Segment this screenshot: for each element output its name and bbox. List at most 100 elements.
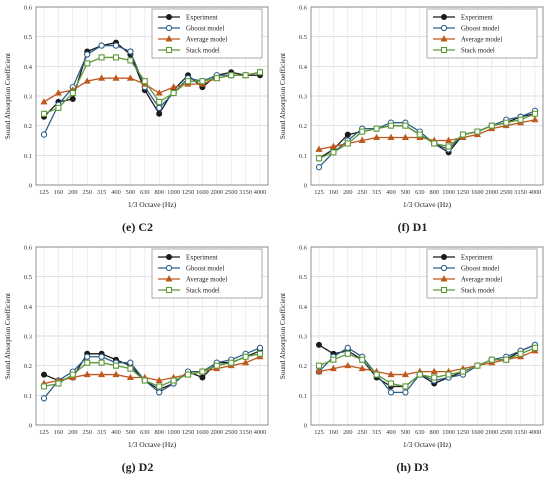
series-line [43, 353, 261, 388]
data-point [228, 359, 235, 366]
y-tick-label: 0.5 [24, 274, 32, 281]
data-point [112, 370, 120, 378]
data-point [55, 104, 62, 111]
legend-marker [440, 264, 448, 272]
data-point [431, 140, 438, 147]
y-tick-label: 0 [29, 423, 32, 430]
data-point [199, 368, 206, 375]
x-tick-label: 400 [111, 189, 120, 196]
data-point [402, 383, 409, 390]
data-point [155, 376, 163, 383]
data-point [156, 110, 163, 117]
chart-panel-d1: 0 0.1 0.2 0.3 0.4 0.5 0.6 125 160 200 250 315 400 500… [275, 0, 550, 239]
series-line [318, 110, 536, 168]
x-tick-label: 630 [415, 429, 424, 436]
legend-marker [440, 13, 447, 20]
legend-marker [165, 275, 173, 282]
x-tick-label: 630 [140, 429, 149, 436]
y-tick-label: 0.4 [24, 64, 33, 71]
x-tick-label: 125 [314, 189, 323, 196]
x-tick-label: 2500 [225, 189, 238, 196]
data-point [387, 380, 395, 387]
data-point [488, 356, 495, 363]
data-point [156, 104, 163, 112]
y-axis-label: Sound Absorption Coefficient [279, 53, 287, 139]
y-tick-label: 0 [29, 183, 32, 190]
legend-label: Average model [186, 37, 227, 44]
x-tick-label: 1000 [442, 189, 455, 196]
x-tick-label: 4000 [254, 429, 267, 436]
data-point [315, 362, 323, 369]
y-tick-label: 0.2 [24, 123, 32, 130]
data-point [401, 370, 409, 378]
data-point [213, 362, 220, 369]
data-point [55, 380, 62, 387]
x-tick-label: 250 [82, 429, 91, 436]
data-point [373, 125, 380, 132]
data-point [416, 131, 423, 138]
x-tick-label: 500 [401, 429, 410, 436]
data-point [156, 389, 163, 396]
x-tick-label: 125 [314, 429, 323, 436]
data-point [40, 98, 48, 105]
x-tick-label: 3150 [239, 189, 252, 196]
data-point [316, 341, 323, 348]
legend-marker [440, 286, 448, 294]
data-point [83, 77, 91, 84]
x-tick-label: 800 [429, 429, 438, 436]
chart-caption: (g) D2 [121, 460, 154, 474]
data-point [84, 359, 91, 366]
data-point [69, 371, 76, 378]
data-point [242, 358, 250, 366]
data-point [344, 361, 352, 369]
x-tick-label: 630 [140, 189, 149, 196]
x-tick-label: 400 [386, 189, 395, 196]
data-point [184, 371, 192, 378]
series-line [318, 119, 536, 151]
legend-label: Experiment [186, 15, 218, 22]
data-point [199, 78, 206, 85]
data-point [126, 373, 134, 381]
y-tick-label: 0.6 [299, 5, 308, 12]
legend-marker [440, 35, 448, 42]
x-tick-label: 800 [429, 189, 438, 196]
plot-frame [310, 6, 544, 186]
y-tick-label: 0.6 [299, 245, 308, 252]
x-tick-label: 800 [154, 429, 163, 436]
x-tick-label: 200 [343, 189, 352, 196]
series-line [43, 44, 261, 135]
data-point [84, 51, 91, 58]
data-point [358, 136, 366, 143]
x-tick-label: 1600 [196, 189, 209, 196]
data-point [330, 356, 337, 363]
data-point [155, 89, 163, 96]
x-tick-label: 1000 [167, 429, 180, 436]
x-tick-label: 250 [357, 429, 366, 436]
data-point [112, 54, 120, 61]
legend-label: Experiment [461, 255, 493, 262]
chart-svg: 0 0.1 0.2 0.3 0.4 0.5 0.6 125 160 200 250 315 400 500… [4, 5, 269, 209]
y-tick-label: 0 [304, 423, 307, 430]
legend-marker [440, 253, 447, 260]
x-tick-label: 160 [329, 189, 338, 196]
y-tick-label: 0.3 [24, 334, 32, 341]
y-tick-label: 0.2 [299, 363, 307, 370]
x-tick-label: 1250 [457, 189, 470, 196]
series-line [318, 113, 536, 159]
chart-svg: 0 0.1 0.2 0.3 0.4 0.5 0.6 125 160 200 250 315 400 500… [4, 245, 269, 449]
data-point [54, 89, 62, 96]
legend-marker [440, 46, 448, 54]
x-tick-label: 1250 [457, 429, 470, 436]
data-point [69, 95, 76, 102]
chart-svg: 0 0.1 0.2 0.3 0.4 0.5 0.6 125 160 200 250 315 400 500… [279, 245, 544, 449]
data-point [402, 122, 409, 129]
data-point [112, 362, 120, 369]
data-point [431, 374, 438, 381]
data-point [256, 344, 264, 352]
x-tick-label: 2500 [500, 189, 513, 196]
data-point [315, 145, 323, 152]
chart-panel-c2: 0 0.1 0.2 0.3 0.4 0.5 0.6 125 160 200 250 315 400 500… [0, 0, 275, 239]
chart-panel-d3: 0 0.1 0.2 0.3 0.4 0.5 0.6 125 160 200 250 315 400 500… [275, 240, 550, 479]
x-tick-label: 1600 [471, 189, 484, 196]
x-tick-label: 200 [343, 429, 352, 436]
